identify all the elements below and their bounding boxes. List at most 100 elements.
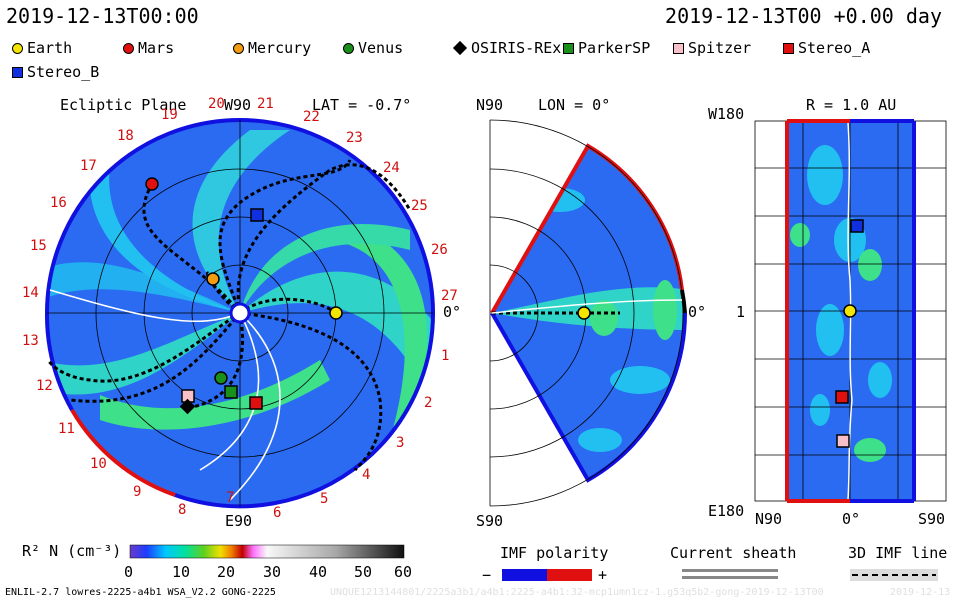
carrington-number: 21: [257, 96, 274, 112]
carrington-number: 14: [22, 285, 39, 301]
carrington-number: 27: [441, 288, 458, 304]
carrington-number: 15: [30, 238, 47, 254]
legend-item-parkersp: ParkerSP: [563, 39, 650, 57]
radial-mid-left: 1: [736, 303, 746, 321]
imf-polarity-bar: [502, 569, 592, 581]
legend-item-venus: Venus: [343, 39, 403, 57]
imf-line-title: 3D IMF line: [848, 544, 948, 562]
legend-item-stereo-b: Stereo_B: [12, 63, 99, 81]
carrington-number: 13: [22, 333, 39, 349]
current-sheath-title: Current sheath: [670, 544, 797, 562]
meridional-lon: LON = 0°: [538, 96, 611, 114]
mars-marker-icon: [123, 42, 134, 54]
footer-date: 2019-12-13: [890, 587, 951, 598]
carrington-number: 4: [362, 467, 371, 483]
current-sheath-icon: [682, 569, 778, 579]
earth-marker-meridional: [577, 306, 591, 320]
ecliptic-bottom-label: E90: [225, 512, 253, 530]
spitzer-marker-icon: [673, 42, 684, 54]
legend-item-spitzer: Spitzer: [673, 39, 751, 57]
meridional-plane-panel: [489, 119, 687, 507]
carrington-number: 12: [36, 378, 53, 394]
carrington-number: 1: [441, 348, 450, 364]
mercury-marker-icon: [233, 42, 244, 54]
imf-polarity-plus: +: [598, 566, 608, 584]
earth-marker-radial: [843, 304, 857, 318]
carrington-number: 10: [90, 456, 107, 472]
carrington-number: 8: [178, 502, 187, 518]
venus-marker-icon: [343, 42, 354, 54]
carrington-number: 20: [208, 96, 225, 112]
imf-line-icon: [850, 569, 938, 581]
carrington-number: 2: [424, 395, 433, 411]
stereo-b-marker: [250, 208, 264, 222]
carrington-number: 3: [396, 435, 405, 451]
radial-x-left: N90: [755, 510, 783, 528]
radial-x-right: S90: [918, 510, 946, 528]
carrington-number: 9: [133, 484, 142, 500]
earth-marker: [329, 306, 343, 320]
earth-marker-icon: [12, 42, 23, 54]
density-colorbar: [129, 544, 405, 559]
carrington-number: 16: [50, 195, 67, 211]
stereo-a-marker-radial: [835, 390, 849, 404]
legend-item-osiris-rex: OSIRIS-REx: [452, 39, 561, 57]
ecliptic-top-label: W90: [224, 96, 252, 114]
footer-run-id: UNQUE1213144801/2225a3b1/a4b1:2225-a4b1:…: [330, 587, 824, 598]
legend-item-stereo-a: Stereo_A: [783, 39, 870, 57]
carrington-number: 23: [346, 130, 363, 146]
carrington-number: 7: [226, 490, 235, 506]
radial-title: R = 1.0 AU: [806, 96, 897, 114]
carrington-number: 17: [80, 158, 97, 174]
carrington-number: 18: [117, 128, 134, 144]
carrington-number: 5: [320, 491, 329, 507]
ecliptic-plane-panel: [44, 118, 436, 509]
stereo-b-marker-radial: [850, 219, 864, 233]
footer-model-info: ENLIL-2.7 lowres-2225-a4b1 WSA_V2.2 GONG…: [5, 587, 276, 598]
colorbar-label: R² N (cm⁻³): [22, 542, 122, 560]
ecliptic-right-label: 0°: [443, 303, 462, 321]
colorbar-tick: 10: [172, 563, 191, 581]
meridional-right-label: 0°: [688, 303, 707, 321]
parkersp-marker: [224, 385, 238, 399]
carrington-number: 11: [58, 421, 75, 437]
spitzer-marker-radial: [836, 434, 850, 448]
legend-item-mars: Mars: [123, 39, 174, 57]
carrington-number: 24: [383, 160, 400, 176]
stereo-b-marker-icon: [12, 66, 23, 78]
osiris-rex-marker: [179, 398, 196, 415]
colorbar-tick: 60: [394, 563, 413, 581]
colorbar-tick: 40: [309, 563, 328, 581]
colorbar-tick: 50: [354, 563, 373, 581]
radial-top-left: W180: [708, 105, 745, 123]
carrington-number: 25: [411, 198, 428, 214]
carrington-number: 6: [273, 505, 282, 521]
radial-x-mid: 0°: [842, 510, 861, 528]
meridional-bottom-label: S90: [476, 512, 504, 530]
ecliptic-lat: LAT = -0.7°: [312, 96, 412, 114]
legend-item-mercury: Mercury: [233, 39, 311, 57]
ecliptic-title: Ecliptic Plane: [60, 96, 187, 114]
mars-marker: [145, 177, 159, 191]
radial-panel: [754, 119, 947, 503]
colorbar-tick: 0: [124, 563, 134, 581]
colorbar-tick: 30: [263, 563, 282, 581]
carrington-number: 22: [303, 109, 320, 125]
datetime-left: 2019-12-13T00:00: [6, 4, 199, 28]
sun-icon: [229, 302, 251, 324]
stereo-a-marker-icon: [783, 42, 794, 54]
datetime-right: 2019-12-13T00 +0.00 day: [665, 4, 942, 28]
mercury-marker: [206, 272, 220, 286]
imf-polarity-minus: −: [482, 566, 492, 584]
colorbar-tick: 20: [217, 563, 236, 581]
legend-item-earth: Earth: [12, 39, 72, 57]
carrington-number: 26: [431, 242, 448, 258]
meridional-top-label: N90: [476, 96, 504, 114]
imf-polarity-title: IMF polarity: [500, 544, 609, 562]
radial-bottom-left: E180: [708, 502, 745, 520]
parkersp-marker-icon: [563, 42, 574, 54]
venus-marker: [214, 371, 228, 385]
stereo-a-marker: [249, 396, 263, 410]
carrington-number: 19: [161, 107, 178, 123]
